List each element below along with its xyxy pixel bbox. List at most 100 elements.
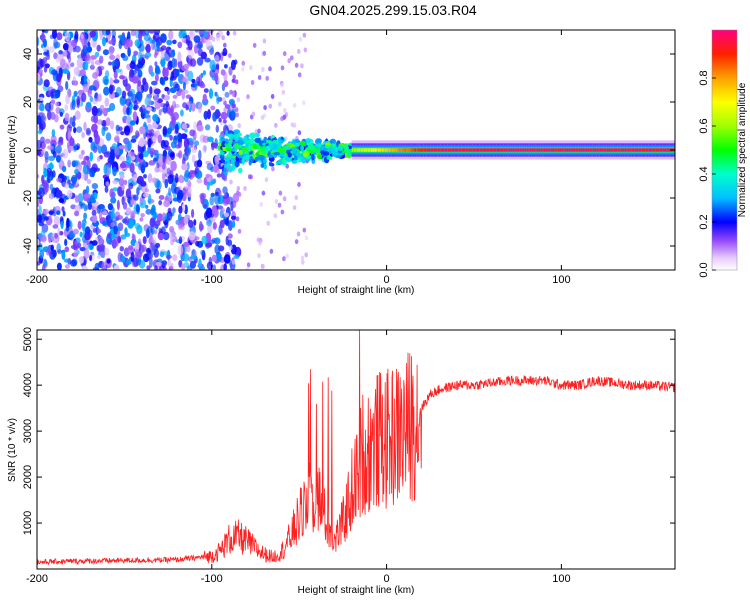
signal-line-cell bbox=[377, 148, 380, 152]
heatmap-cell bbox=[172, 100, 177, 110]
heatmap-cell bbox=[237, 123, 241, 129]
heatmap-cell bbox=[96, 156, 101, 162]
heatmap-cell bbox=[161, 262, 167, 267]
heatmap-cell bbox=[193, 121, 197, 132]
heatmap-cell bbox=[227, 239, 233, 247]
heatmap-cell bbox=[212, 205, 218, 216]
heatmap-cell bbox=[97, 93, 102, 102]
signal-line-cell bbox=[489, 148, 492, 152]
heatmap-cell bbox=[233, 129, 241, 135]
heatmap-cell bbox=[74, 210, 80, 217]
heatmap-cell bbox=[292, 102, 297, 108]
heatmap-cell bbox=[214, 54, 220, 65]
heatmap-cell bbox=[175, 68, 180, 77]
heatmap-cell bbox=[164, 219, 169, 229]
heatmap-cell bbox=[120, 234, 127, 240]
heatmap-cell bbox=[229, 245, 233, 251]
heatmap-cell bbox=[226, 30, 230, 36]
heatmap-cell bbox=[74, 30, 79, 40]
signal-line-cell bbox=[598, 148, 601, 152]
heatmap-cell bbox=[182, 78, 189, 83]
signal-line-cell bbox=[578, 148, 582, 152]
heatmap-cell bbox=[126, 259, 132, 265]
signal-line-cell bbox=[386, 148, 389, 152]
heatmap-y-label: Frequency (Hz) bbox=[7, 116, 18, 185]
signal-line-cell bbox=[627, 148, 630, 152]
heatmap-cell bbox=[72, 243, 77, 251]
heatmap-cell bbox=[167, 259, 172, 268]
heatmap-cell bbox=[184, 128, 188, 133]
heatmap-cell bbox=[316, 143, 322, 148]
heatmap-cell bbox=[156, 180, 162, 191]
heatmap-cell bbox=[223, 254, 231, 264]
heatmap-cell bbox=[216, 205, 224, 210]
signal-line-cell bbox=[456, 148, 459, 152]
heatmap-cell bbox=[292, 122, 297, 128]
heatmap-cell bbox=[200, 250, 205, 256]
signal-line-cell bbox=[356, 148, 360, 152]
signal-line-cell bbox=[447, 148, 450, 152]
heatmap-cell bbox=[109, 102, 116, 112]
heatmap-cell bbox=[229, 89, 233, 95]
signal-line-cell bbox=[402, 148, 405, 152]
heatmap-cell bbox=[105, 132, 112, 142]
heatmap-cell bbox=[109, 188, 114, 198]
heatmap-cell bbox=[153, 30, 161, 36]
heatmap-cell bbox=[130, 151, 135, 157]
heatmap-cell bbox=[43, 38, 47, 48]
heatmap-cell bbox=[129, 61, 136, 70]
heatmap-cell bbox=[302, 100, 306, 106]
heatmap-cell bbox=[182, 89, 189, 94]
signal-line-cell bbox=[351, 148, 354, 152]
heatmap-cell bbox=[50, 111, 56, 120]
heatmap-cell bbox=[111, 59, 119, 67]
heatmap-cell bbox=[178, 174, 183, 183]
heatmap-cell bbox=[147, 173, 153, 183]
heatmap-cell bbox=[118, 126, 123, 132]
heatmap-cell bbox=[188, 30, 195, 41]
heatmap-cell bbox=[281, 89, 286, 95]
signal-line-cell bbox=[481, 148, 484, 152]
heatmap-cell bbox=[91, 98, 99, 105]
heatmap-cell bbox=[83, 156, 87, 167]
heatmap-cell bbox=[280, 82, 284, 88]
heatmap-cell bbox=[37, 115, 42, 125]
signal-line-cell bbox=[608, 148, 611, 152]
heatmap-cell bbox=[223, 42, 227, 48]
heatmap-cell bbox=[198, 149, 202, 161]
heatmap-cell bbox=[238, 149, 243, 156]
heatmap-cell bbox=[235, 112, 239, 118]
heatmap-cell bbox=[134, 39, 140, 47]
heatmap-cell bbox=[118, 145, 126, 150]
heatmap-cell bbox=[77, 220, 82, 230]
heatmap-cell bbox=[85, 185, 90, 194]
signal-line-cell bbox=[435, 148, 438, 152]
heatmap-cell bbox=[147, 138, 152, 148]
heatmap-cell bbox=[329, 138, 336, 144]
heatmap-cell bbox=[130, 30, 137, 37]
heatmap-cell bbox=[290, 55, 294, 61]
heatmap-cell bbox=[131, 70, 137, 76]
heatmap-cell bbox=[129, 162, 135, 173]
signal-line-cell bbox=[554, 148, 557, 152]
heatmap-cell bbox=[237, 192, 242, 197]
heatmap-cell bbox=[280, 116, 284, 122]
signal-line-cell bbox=[647, 148, 650, 152]
x-tick-label: -100 bbox=[201, 274, 223, 286]
heatmap-cell bbox=[139, 217, 144, 222]
snr-line-chart: -200 -100 0 100 1000 2000 3000 4000 5000 Height… bbox=[7, 327, 676, 596]
heatmap-cell bbox=[94, 262, 100, 270]
heatmap-cell bbox=[37, 36, 40, 47]
heatmap-cell bbox=[191, 78, 196, 84]
signal-line-cell bbox=[439, 148, 442, 152]
heatmap-cell bbox=[196, 125, 204, 132]
heatmap-cell bbox=[165, 254, 172, 259]
heatmap-cell bbox=[74, 204, 81, 213]
heatmap-cell bbox=[59, 138, 63, 144]
heatmap-cell bbox=[149, 242, 156, 252]
y-tick-label: 1000 bbox=[22, 511, 34, 535]
heatmap-cell bbox=[218, 159, 226, 164]
signal-line-cell bbox=[557, 148, 561, 152]
heatmap-cell bbox=[257, 253, 261, 259]
heatmap-cell bbox=[211, 142, 218, 149]
